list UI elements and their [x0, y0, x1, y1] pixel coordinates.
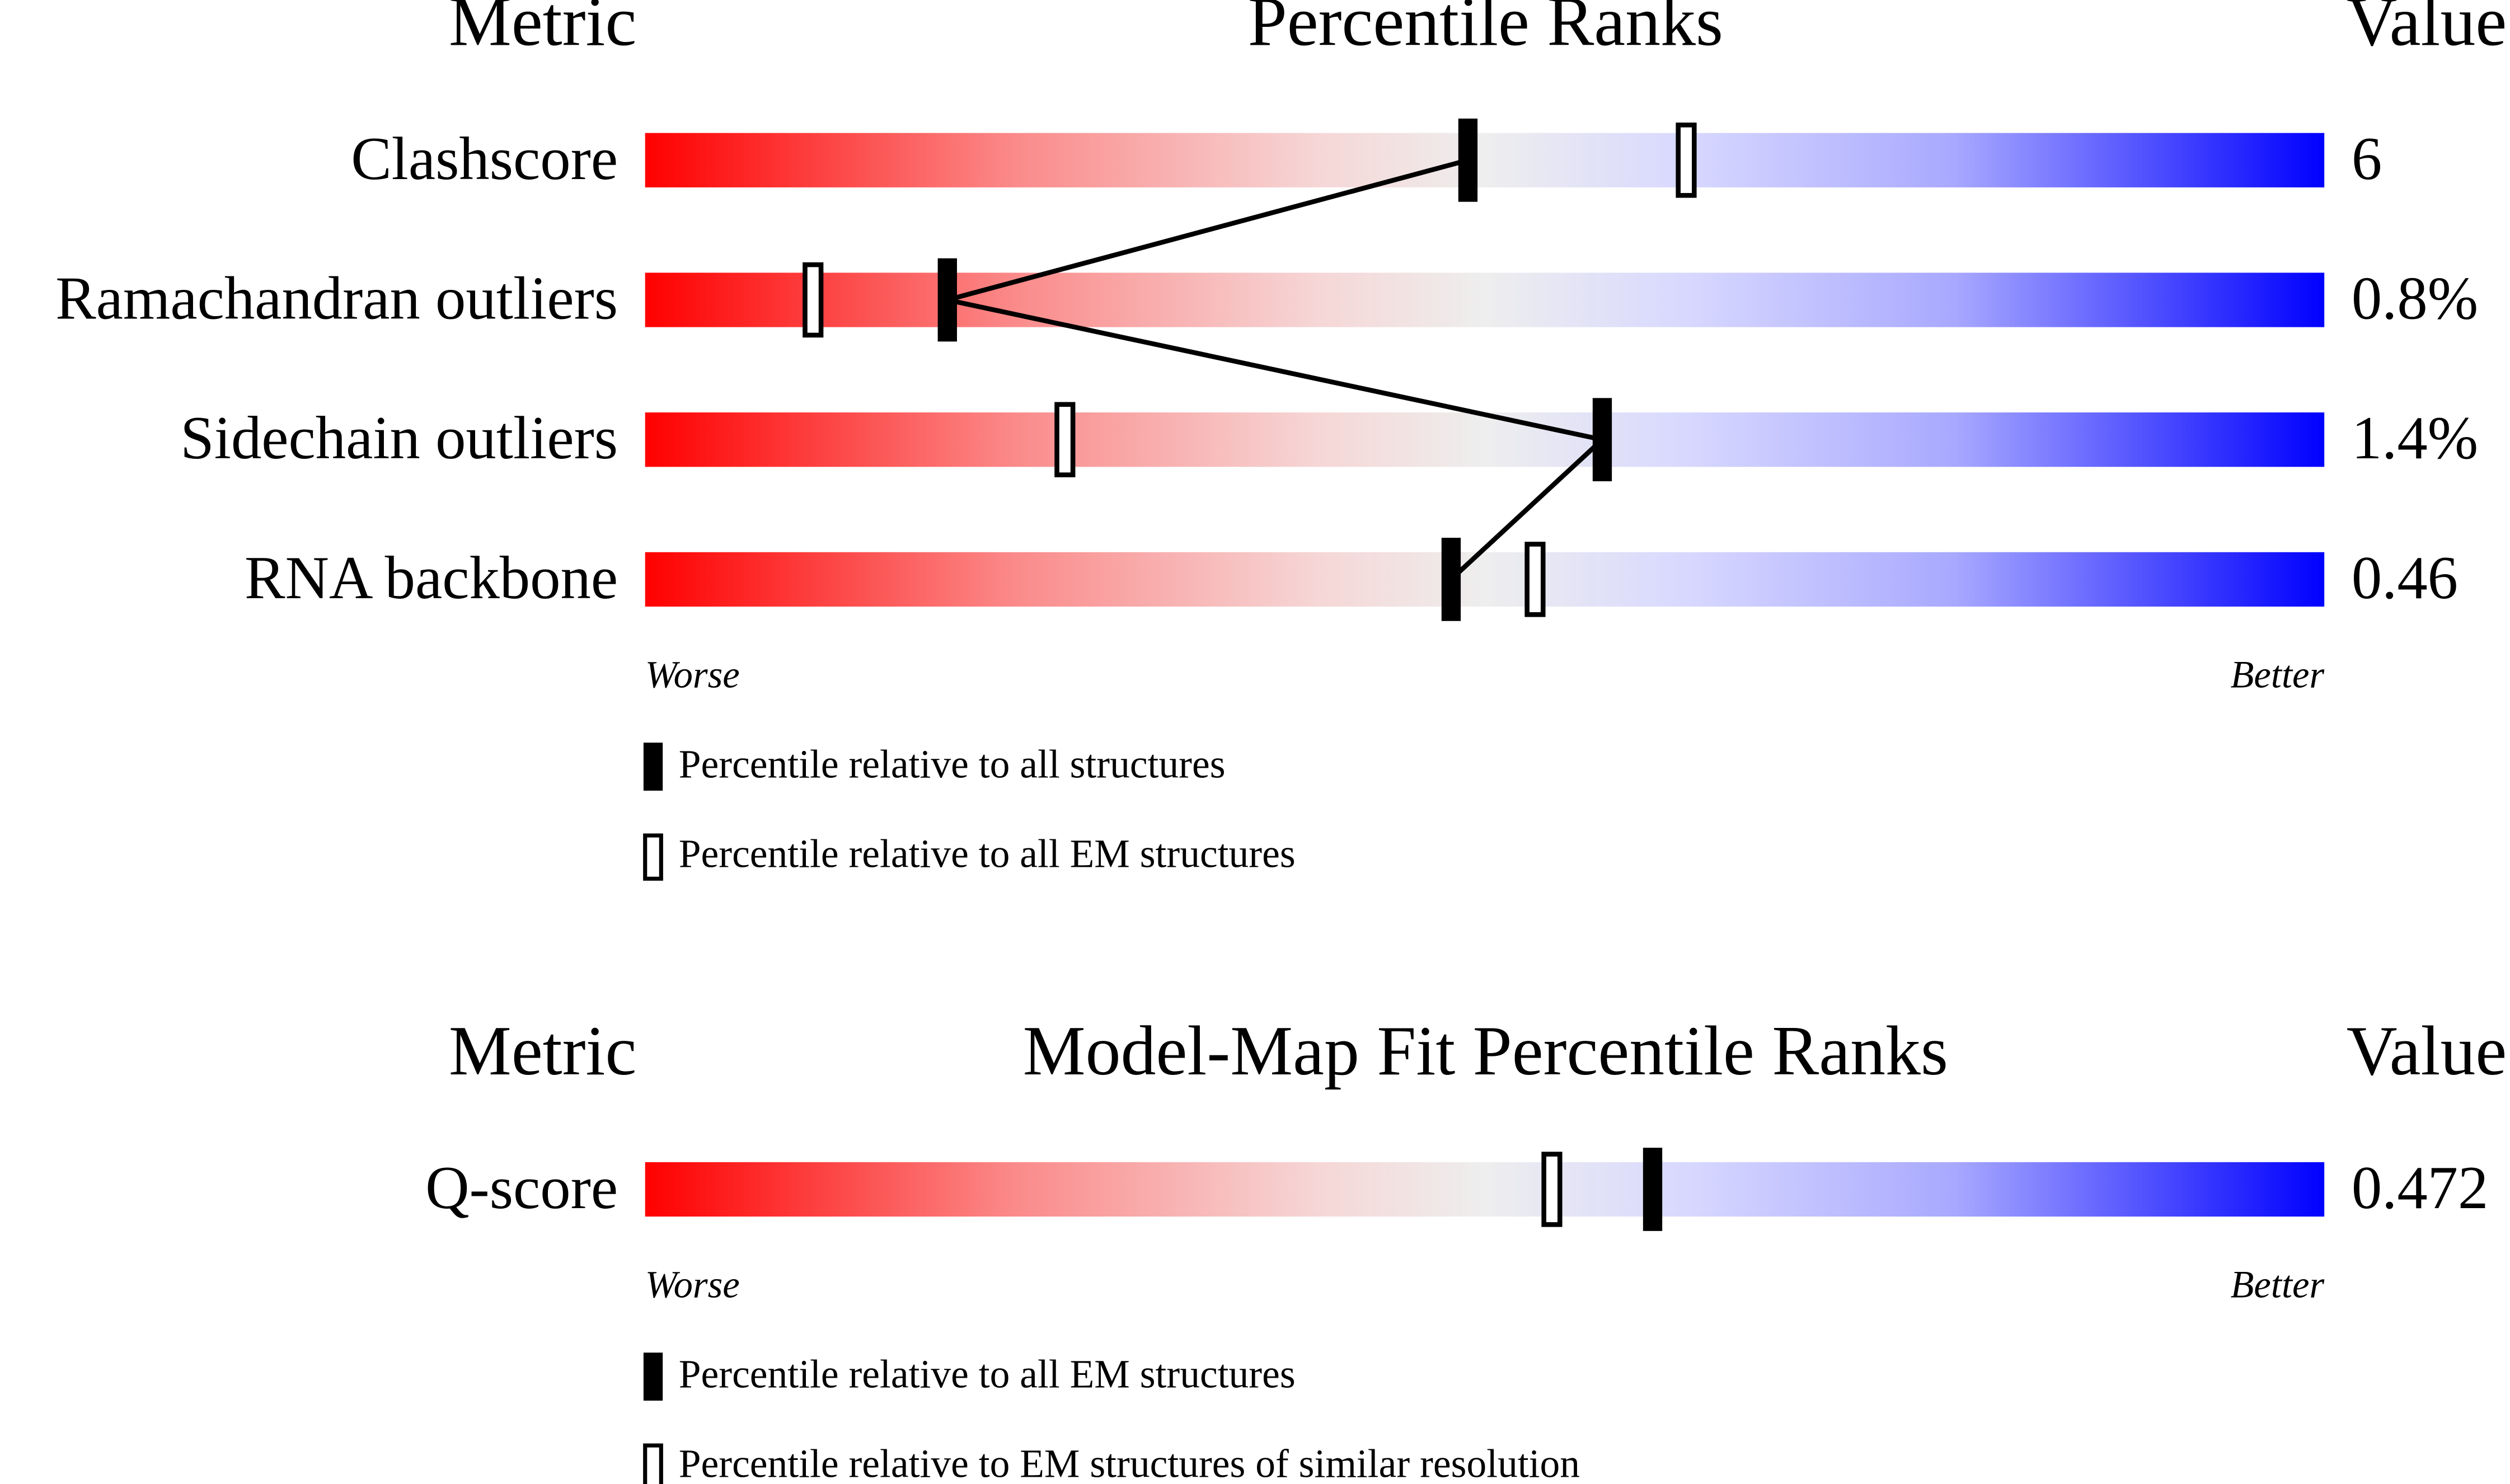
slider-bar [645, 1162, 2325, 1217]
legend-swatch [643, 743, 663, 791]
marker-open [1524, 542, 1546, 617]
metric-value: 0.46 [2352, 544, 2458, 612]
metric-label: Sidechain outliers [180, 404, 618, 472]
metric-label: RNA backbone [245, 544, 618, 612]
metric-header: Metric [449, 0, 636, 61]
x-end-label: Better [2231, 653, 2325, 696]
legend-label: Percentile relative to all EM structures [679, 832, 1296, 876]
metric-label: Clashscore [351, 125, 618, 192]
slider-bar [645, 133, 2325, 187]
legend-label: Percentile relative to all structures [679, 742, 1226, 786]
marker-filled [937, 258, 957, 342]
x-start-label: Worse [645, 653, 740, 696]
legend-swatch [643, 833, 663, 881]
metric-header: Metric [449, 1012, 636, 1090]
metric-label: Ramachandran outliers [55, 264, 618, 332]
x-start-label: Worse [645, 1264, 740, 1306]
legend-swatch [643, 1443, 663, 1484]
marker-open [803, 262, 824, 338]
marker-open [1541, 1152, 1563, 1227]
marker-filled [1458, 118, 1478, 202]
legend-swatch [643, 1352, 663, 1401]
slider-bar [645, 552, 2325, 607]
value-header: Value [2347, 1012, 2507, 1090]
connector-line [946, 158, 1607, 581]
marker-filled [1441, 538, 1461, 621]
metric-label: Q-score [425, 1154, 618, 1222]
metric-value: 6 [2352, 125, 2382, 192]
metric-value: 0.472 [2352, 1154, 2489, 1222]
metric-value: 1.4% [2352, 404, 2478, 472]
value-header: Value [2347, 0, 2507, 61]
panel-title: Percentile Ranks [1248, 0, 1723, 61]
panel-title: Model-Map Fit Percentile Ranks [1023, 1012, 1948, 1090]
marker-open [1054, 402, 1076, 477]
legend-label: Percentile relative to all EM structures [679, 1352, 1296, 1396]
legend-label: Percentile relative to EM structures of … [679, 1442, 1580, 1484]
marker-filled [1592, 398, 1612, 482]
marker-open [1676, 123, 1697, 198]
marker-filled [1643, 1148, 1663, 1231]
metric-value: 0.8% [2352, 264, 2478, 332]
slider-bar [645, 412, 2325, 467]
slider-bar [645, 273, 2325, 327]
x-end-label: Better [2231, 1264, 2325, 1306]
